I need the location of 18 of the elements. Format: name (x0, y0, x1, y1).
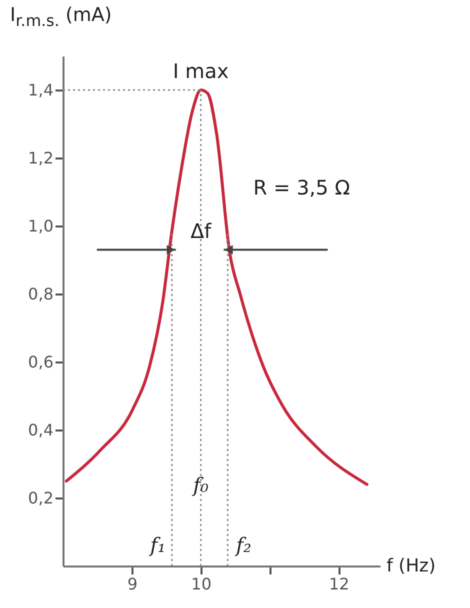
annotation: R = 3,5 Ω (253, 176, 350, 200)
annotation: I max (172, 59, 229, 83)
y-axis-title: I$_{r.m.s.}$ (mA) (10, 4, 112, 30)
y-tick-label: 1,4 (28, 80, 54, 100)
ref-line-label: f₂ (234, 533, 252, 557)
y-tick-label: 1,2 (28, 148, 54, 168)
ref-line-label: f₁ (148, 533, 166, 557)
x-tick-label: 9 (127, 574, 138, 594)
x-tick-label: 10 (191, 574, 212, 594)
y-tick-label: 0,6 (28, 352, 54, 372)
x-axis-title: f (Hz) (386, 556, 436, 576)
ref-line-label: f₀ (191, 473, 209, 497)
x-tick-label: 12 (328, 574, 350, 594)
y-tick-label: 0,8 (28, 284, 54, 304)
y-tick-label: 0,4 (28, 420, 54, 440)
y-tick-label: 0,2 (28, 488, 54, 508)
y-tick-label: 1,0 (28, 216, 54, 236)
annotation: Δf (190, 218, 212, 243)
